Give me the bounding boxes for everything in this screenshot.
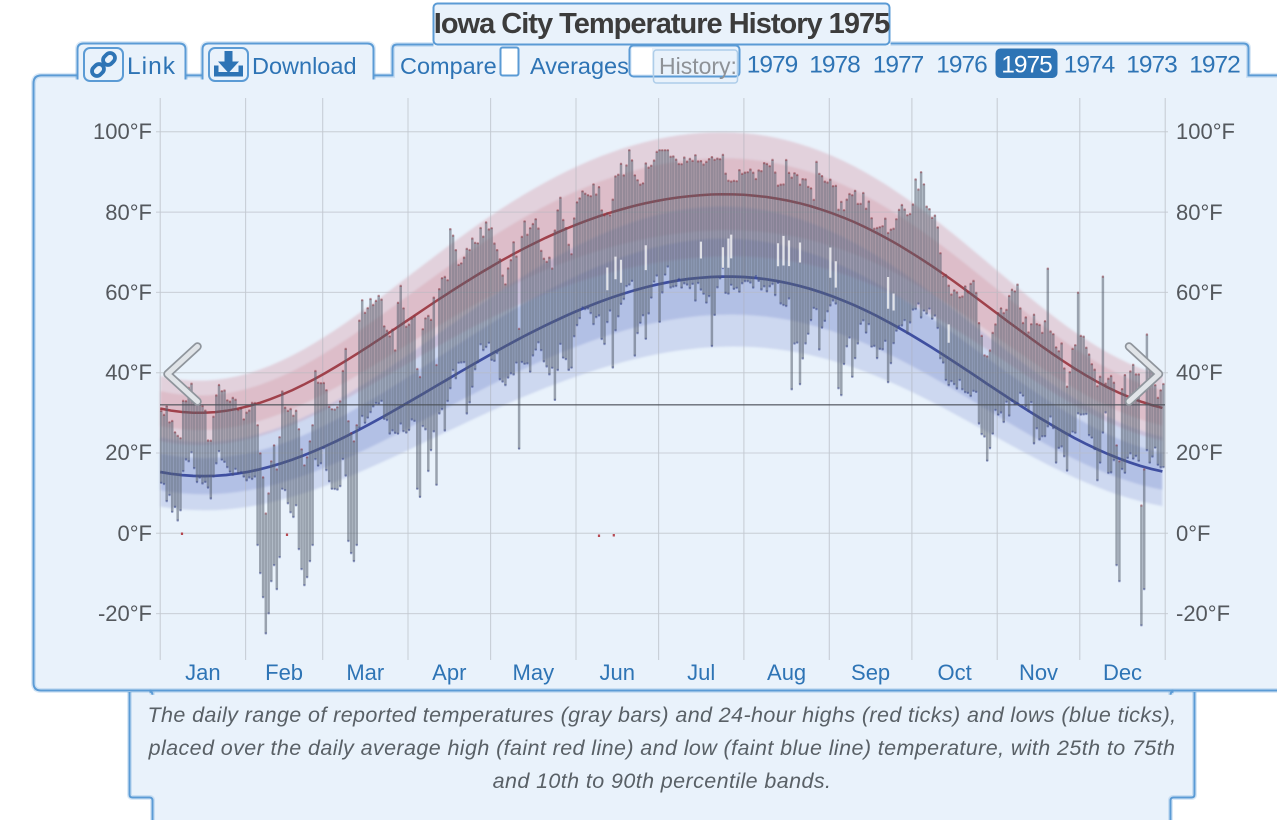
svg-text:100°F: 100°F — [93, 119, 152, 144]
svg-text:Oct: Oct — [937, 660, 971, 685]
svg-text:Nov: Nov — [1019, 660, 1058, 685]
svg-text:Download: Download — [252, 53, 357, 79]
svg-text:Compare: Compare — [400, 53, 497, 79]
svg-text:Feb: Feb — [265, 660, 303, 685]
svg-text:20°F: 20°F — [1176, 440, 1223, 465]
svg-text:Link: Link — [127, 53, 176, 80]
svg-text:Apr: Apr — [432, 660, 466, 685]
svg-text:0°F: 0°F — [1176, 521, 1210, 546]
svg-text:-20°F: -20°F — [98, 601, 152, 626]
svg-text:1974: 1974 — [1064, 52, 1115, 79]
svg-text:and 10th to 90th percentile ba: and 10th to 90th percentile bands. — [493, 769, 832, 793]
svg-text:60°F: 60°F — [1176, 280, 1223, 305]
svg-text:80°F: 80°F — [1176, 200, 1223, 225]
svg-text:1979: 1979 — [747, 52, 798, 79]
svg-text:60°F: 60°F — [105, 280, 152, 305]
svg-text:1978: 1978 — [809, 52, 860, 79]
svg-text:1972: 1972 — [1189, 52, 1240, 79]
svg-text:Dec: Dec — [1103, 660, 1142, 685]
svg-text:1973: 1973 — [1126, 52, 1177, 79]
svg-text:Jul: Jul — [687, 660, 715, 685]
svg-text:1977: 1977 — [873, 52, 924, 79]
svg-text:40°F: 40°F — [105, 360, 152, 385]
svg-text:1976: 1976 — [936, 52, 987, 79]
svg-text:placed over the daily average: placed over the daily average high (fain… — [148, 736, 1176, 760]
svg-text:Sep: Sep — [851, 660, 890, 685]
svg-text:1975: 1975 — [1001, 52, 1052, 79]
svg-text:Averages: Averages — [530, 53, 629, 79]
svg-text:History:: History: — [659, 53, 737, 79]
svg-text:0°F: 0°F — [118, 521, 152, 546]
svg-text:20°F: 20°F — [105, 440, 152, 465]
svg-text:Jun: Jun — [600, 660, 635, 685]
svg-text:80°F: 80°F — [105, 200, 152, 225]
svg-text:May: May — [513, 660, 555, 685]
svg-text:Iowa City Temperature History: Iowa City Temperature History 1975 — [434, 8, 890, 40]
svg-text:Mar: Mar — [346, 660, 384, 685]
svg-text:40°F: 40°F — [1176, 360, 1223, 385]
svg-text:Aug: Aug — [767, 660, 806, 685]
svg-text:The daily range of reported te: The daily range of reported temperatures… — [147, 703, 1176, 727]
svg-text:Jan: Jan — [185, 660, 220, 685]
svg-text:100°F: 100°F — [1176, 119, 1235, 144]
svg-text:-20°F: -20°F — [1176, 601, 1230, 626]
